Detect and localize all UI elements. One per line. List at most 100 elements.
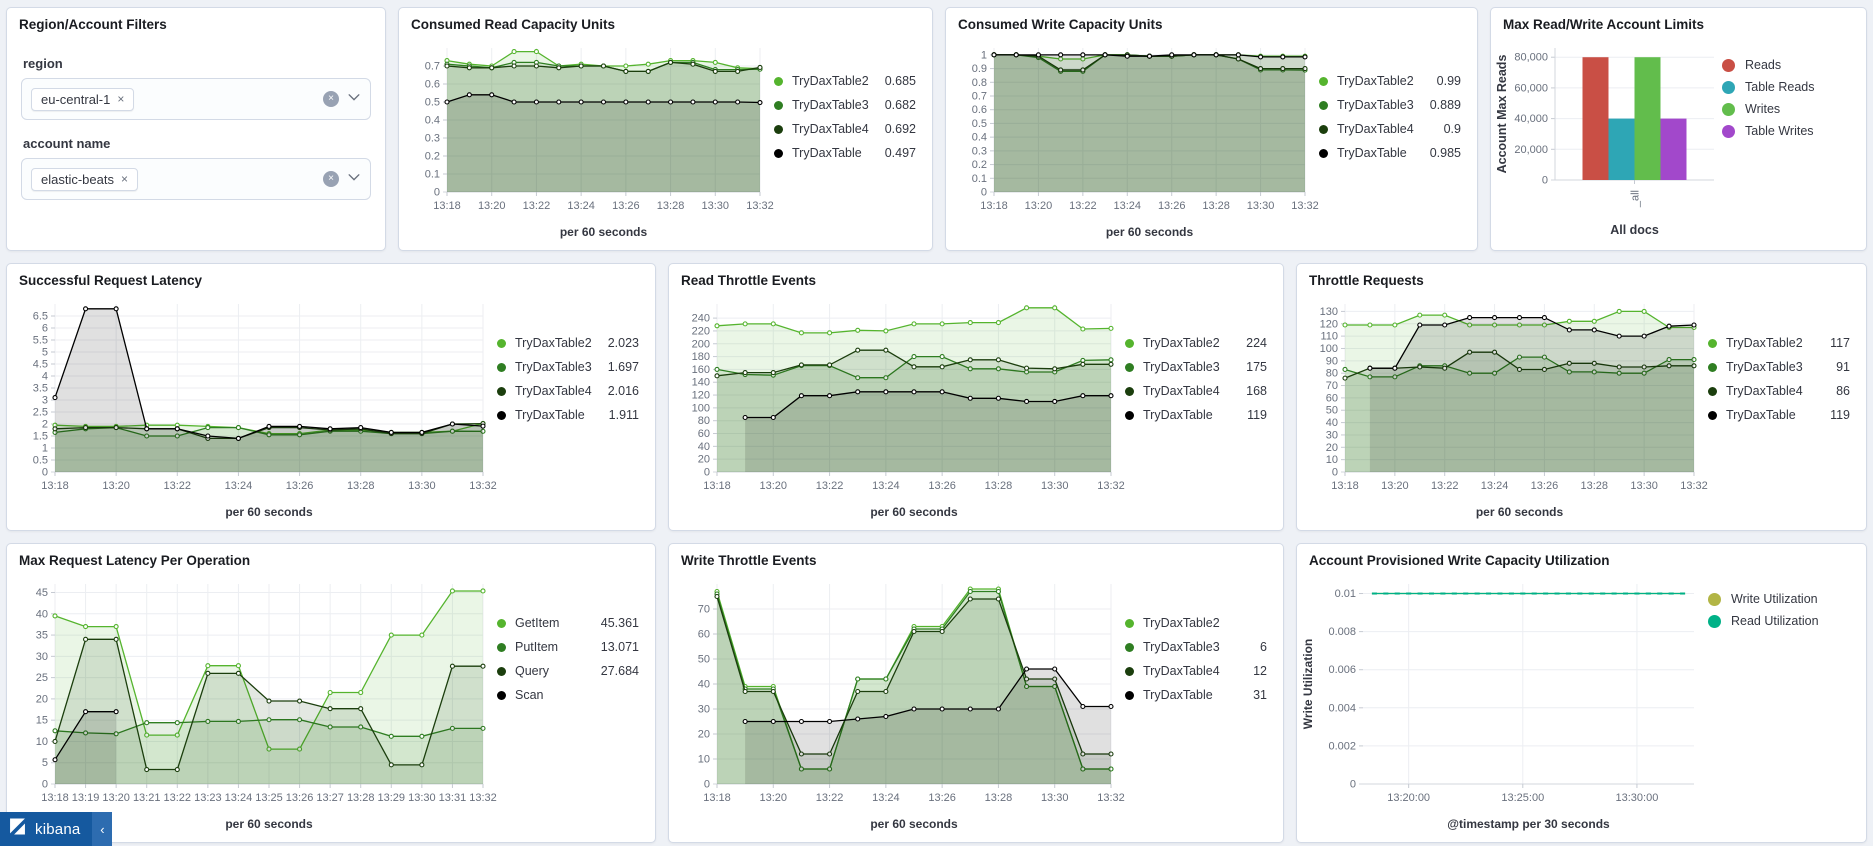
svg-text:20: 20 (36, 693, 48, 705)
legend-color-dot (1125, 338, 1134, 348)
legend-item-reads[interactable]: Reads (1722, 58, 1850, 72)
legend-item-trydaxtable3[interactable]: TryDaxTable3 0.682 (774, 98, 916, 112)
svg-text:13:32: 13:32 (1097, 792, 1125, 804)
chevron-down-icon[interactable] (347, 170, 361, 189)
legend-series-name: Read Utilization (1731, 614, 1819, 628)
svg-text:20: 20 (698, 729, 710, 741)
svg-text:0.7: 0.7 (972, 91, 987, 103)
legend-item-trydaxtable4[interactable]: TryDaxTable4 86 (1708, 384, 1850, 398)
chart-plot[interactable]: 0 0.002 0.004 0.006 0.008 0.01 13:20:00 13:25:0… (1299, 570, 1708, 836)
legend-item-trydaxtable4[interactable]: TryDaxTable4 12 (1125, 664, 1267, 678)
legend-item-writes[interactable]: Writes (1722, 102, 1850, 116)
remove-region-pill-icon[interactable]: × (117, 92, 125, 106)
legend-series-value: 27.684 (600, 664, 639, 678)
svg-text:13:20: 13:20 (102, 792, 130, 804)
legend-item-trydaxtable2[interactable]: TryDaxTable2 2.023 (497, 336, 639, 350)
svg-text:per 60 seconds: per 60 seconds (1476, 505, 1564, 519)
region-pill[interactable]: eu-central-1 × (31, 87, 135, 111)
legend-item-trydaxtable3[interactable]: TryDaxTable3 91 (1708, 360, 1850, 374)
legend-item-scan[interactable]: Scan (497, 688, 639, 702)
clear-region-icon[interactable]: × (323, 91, 339, 107)
svg-text:13:20: 13:20 (102, 480, 130, 492)
legend-series-value: 2.016 (607, 384, 639, 398)
legend-item-write-utilization[interactable]: Write Utilization (1708, 592, 1850, 606)
remove-account-pill-icon[interactable]: × (120, 172, 128, 186)
legend-series-name: TryDaxTable3 (1337, 98, 1414, 112)
chevron-down-icon[interactable] (347, 90, 361, 109)
legend-item-table-reads[interactable]: Table Reads (1722, 80, 1850, 94)
legend-series-value: 117 (1830, 336, 1850, 350)
chart-plot[interactable]: 0 10 20 30 40 50 60 70 80 90 100 110 120 130 13:18 13:2… (1299, 290, 1708, 524)
legend-item-trydaxtable4[interactable]: TryDaxTable4 168 (1125, 384, 1267, 398)
chart-plot[interactable]: 0 0.5 1 1.5 2 2.5 3 3.5 4 4.5 5 5.5 6 6.5 13:18 13:20 13… (9, 290, 497, 524)
legend-item-trydaxtable3[interactable]: TryDaxTable3 175 (1125, 360, 1267, 374)
legend-item-trydaxtable2[interactable]: TryDaxTable2 0.99 (1319, 74, 1461, 88)
chart-plot[interactable]: 0 10 20 30 40 50 60 70 13:18 13:20 13:22 13:24 13:26… (671, 570, 1125, 836)
account-pill[interactable]: elastic-beats × (31, 167, 138, 191)
svg-text:4.5: 4.5 (33, 359, 48, 371)
svg-text:13:32: 13:32 (469, 480, 497, 492)
svg-text:13:32: 13:32 (1291, 200, 1319, 212)
legend-item-trydaxtable3[interactable]: TryDaxTable3 6 (1125, 640, 1267, 654)
legend-item-getitem[interactable]: GetItem 45.361 (497, 616, 639, 630)
legend-item-trydaxtable2[interactable]: TryDaxTable2 224 (1125, 336, 1267, 350)
legend-item-trydaxtable[interactable]: TryDaxTable 0.497 (774, 146, 916, 160)
legend-color-dot (497, 386, 506, 396)
svg-text:13:24: 13:24 (872, 480, 900, 492)
legend-series-value: 45.361 (600, 616, 639, 630)
legend-item-trydaxtable2[interactable]: TryDaxTable2 (1125, 616, 1267, 630)
account-filter-combobox[interactable]: elastic-beats × × (21, 158, 371, 200)
svg-text:90: 90 (1326, 355, 1338, 367)
legend-color-dot (1722, 58, 1735, 72)
legend-item-trydaxtable[interactable]: TryDaxTable 0.985 (1319, 146, 1461, 160)
legend-item-trydaxtable[interactable]: TryDaxTable 119 (1708, 408, 1850, 422)
legend-item-read-utilization[interactable]: Read Utilization (1708, 614, 1850, 628)
chart-plot[interactable]: 0 0.1 0.2 0.3 0.4 0.5 0.6 0.7 13:18 13:20 13:22 13:… (401, 34, 774, 244)
chart-plot[interactable]: 0 20 40 60 80 100 120 140 160 180 200 220 240 13:18 13… (671, 290, 1125, 524)
svg-text:13:29: 13:29 (378, 792, 406, 804)
legend-series-name: TryDaxTable (792, 146, 862, 160)
collapse-sidebar-icon[interactable]: ‹ (92, 812, 113, 846)
legend-item-trydaxtable3[interactable]: TryDaxTable3 0.889 (1319, 98, 1461, 112)
svg-text:13:28: 13:28 (1202, 200, 1230, 212)
svg-text:13:28: 13:28 (1581, 480, 1609, 492)
chart-plot[interactable]: 0 0.1 0.2 0.3 0.4 0.5 0.6 0.7 0.8 0.9 1 13:18 13:20 1… (948, 34, 1319, 244)
legend-series-name: TryDaxTable2 (1143, 336, 1220, 350)
svg-text:80,000: 80,000 (1514, 52, 1548, 64)
legend-color-dot (774, 124, 783, 134)
legend-item-trydaxtable2[interactable]: TryDaxTable2 117 (1708, 336, 1850, 350)
svg-text:13:20: 13:20 (1381, 480, 1409, 492)
svg-text:13:24: 13:24 (1114, 200, 1142, 212)
legend-item-trydaxtable4[interactable]: TryDaxTable4 2.016 (497, 384, 639, 398)
legend-series-name: Table Writes (1745, 124, 1814, 138)
legend-series-name: TryDaxTable2 (1337, 74, 1414, 88)
legend-color-dot (497, 338, 506, 348)
chart-plot[interactable]: 0 5 10 15 20 25 30 35 40 45 13:18 13:19 13:20 13:21 13… (9, 570, 497, 836)
legend-item-trydaxtable[interactable]: TryDaxTable 1.911 (497, 408, 639, 422)
legend-item-trydaxtable4[interactable]: TryDaxTable4 0.9 (1319, 122, 1461, 136)
legend-item-trydaxtable[interactable]: TryDaxTable 119 (1125, 408, 1267, 422)
svg-text:220: 220 (692, 325, 710, 337)
panel-write-throttle-events: Write Throttle Events 0 10 20 30 40 50 60 70 13:… (668, 543, 1284, 843)
svg-text:13:24: 13:24 (872, 792, 900, 804)
legend-color-dot (1319, 148, 1328, 158)
svg-text:0.004: 0.004 (1328, 702, 1356, 714)
legend-series-value: 86 (1836, 384, 1850, 398)
legend-item-putitem[interactable]: PutItem 13.071 (497, 640, 639, 654)
legend-item-table-writes[interactable]: Table Writes (1722, 124, 1850, 138)
legend-color-dot (1125, 690, 1134, 700)
legend-item-trydaxtable4[interactable]: TryDaxTable4 0.692 (774, 122, 916, 136)
svg-text:0.6: 0.6 (972, 104, 987, 116)
svg-text:13:18: 13:18 (41, 792, 69, 804)
account-filter-label: account name (23, 136, 111, 151)
svg-text:13:24: 13:24 (1481, 480, 1509, 492)
legend-item-query[interactable]: Query 27.684 (497, 664, 639, 678)
legend-item-trydaxtable[interactable]: TryDaxTable 31 (1125, 688, 1267, 702)
chart-plot[interactable]: 0 20,000 40,000 60,000 80,000 _all All docs Acc… (1493, 34, 1722, 244)
legend-color-dot (1125, 410, 1134, 420)
clear-account-icon[interactable]: × (323, 171, 339, 187)
region-filter-combobox[interactable]: eu-central-1 × × (21, 78, 371, 120)
svg-text:2.5: 2.5 (33, 407, 48, 419)
legend-item-trydaxtable3[interactable]: TryDaxTable3 1.697 (497, 360, 639, 374)
legend-item-trydaxtable2[interactable]: TryDaxTable2 0.685 (774, 74, 916, 88)
